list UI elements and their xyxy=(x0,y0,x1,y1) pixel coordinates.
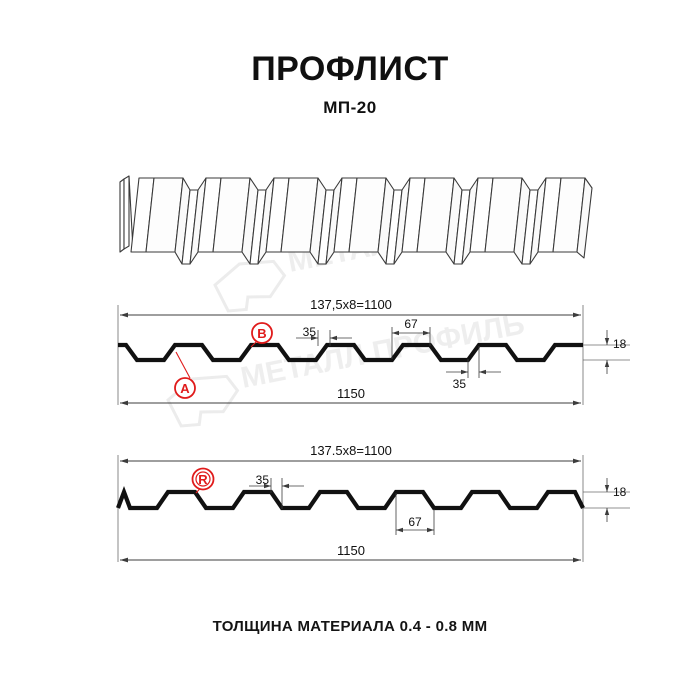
dimension-67-front xyxy=(391,327,431,359)
isometric-view xyxy=(119,175,593,265)
marker-a: A xyxy=(174,351,196,399)
section-back: 137.5х8=1100 1150 35 xyxy=(116,443,630,563)
dimension-label-35-top-front: 35 xyxy=(303,325,317,339)
marker-b: B xyxy=(250,322,273,348)
dimension-top-front xyxy=(120,312,581,318)
dimension-67-back xyxy=(395,493,435,535)
dimension-35-bottom-front xyxy=(446,346,501,378)
dimension-label-67-back: 67 xyxy=(408,515,422,529)
dimension-35-back xyxy=(249,478,304,509)
page-title: ПРОФЛИСТ xyxy=(251,50,449,88)
dimension-18-front xyxy=(604,330,610,374)
dimension-label-18-back: 18 xyxy=(613,485,627,499)
profile-outline-back xyxy=(116,486,585,511)
extension-lines-front xyxy=(117,305,630,405)
dimension-label-67-front: 67 xyxy=(404,317,418,331)
section-front: 137,5х8=1100 1150 35 xyxy=(117,297,630,406)
marker-b-label: B xyxy=(257,326,266,341)
page-subtitle: МП-20 xyxy=(323,97,377,117)
dimension-bottom-front xyxy=(120,400,581,406)
marker-r: R xyxy=(191,467,215,494)
profile-outline-front xyxy=(118,342,583,363)
dimension-label-bottom-front: 1150 xyxy=(337,386,365,401)
dimension-label-top-back: 137.5х8=1100 xyxy=(310,443,392,458)
dimension-label-18-front: 18 xyxy=(613,337,627,351)
footer-note: ТОЛЩИНА МАТЕРИАЛА 0.4 - 0.8 ММ xyxy=(212,618,488,635)
dimension-label-35-back: 35 xyxy=(256,473,270,487)
dimension-18-back xyxy=(604,478,610,522)
dimension-35-top-front xyxy=(296,330,352,346)
extension-lines-back xyxy=(117,455,630,562)
dimension-top-back xyxy=(120,458,581,464)
dimension-bottom-back xyxy=(120,557,581,563)
dimension-label-bottom-back: 1150 xyxy=(337,543,365,558)
marker-a-label: A xyxy=(180,381,190,396)
dimension-label-top-front: 137,5х8=1100 xyxy=(310,297,392,312)
marker-r-label: R xyxy=(198,472,208,487)
dimension-label-35-bottom-front: 35 xyxy=(453,377,467,391)
title-block: ПРОФЛИСТ МП-20 xyxy=(0,50,700,118)
watermark-lower: МЕТАЛЛ ПРОФИЛЬ xyxy=(166,307,527,428)
